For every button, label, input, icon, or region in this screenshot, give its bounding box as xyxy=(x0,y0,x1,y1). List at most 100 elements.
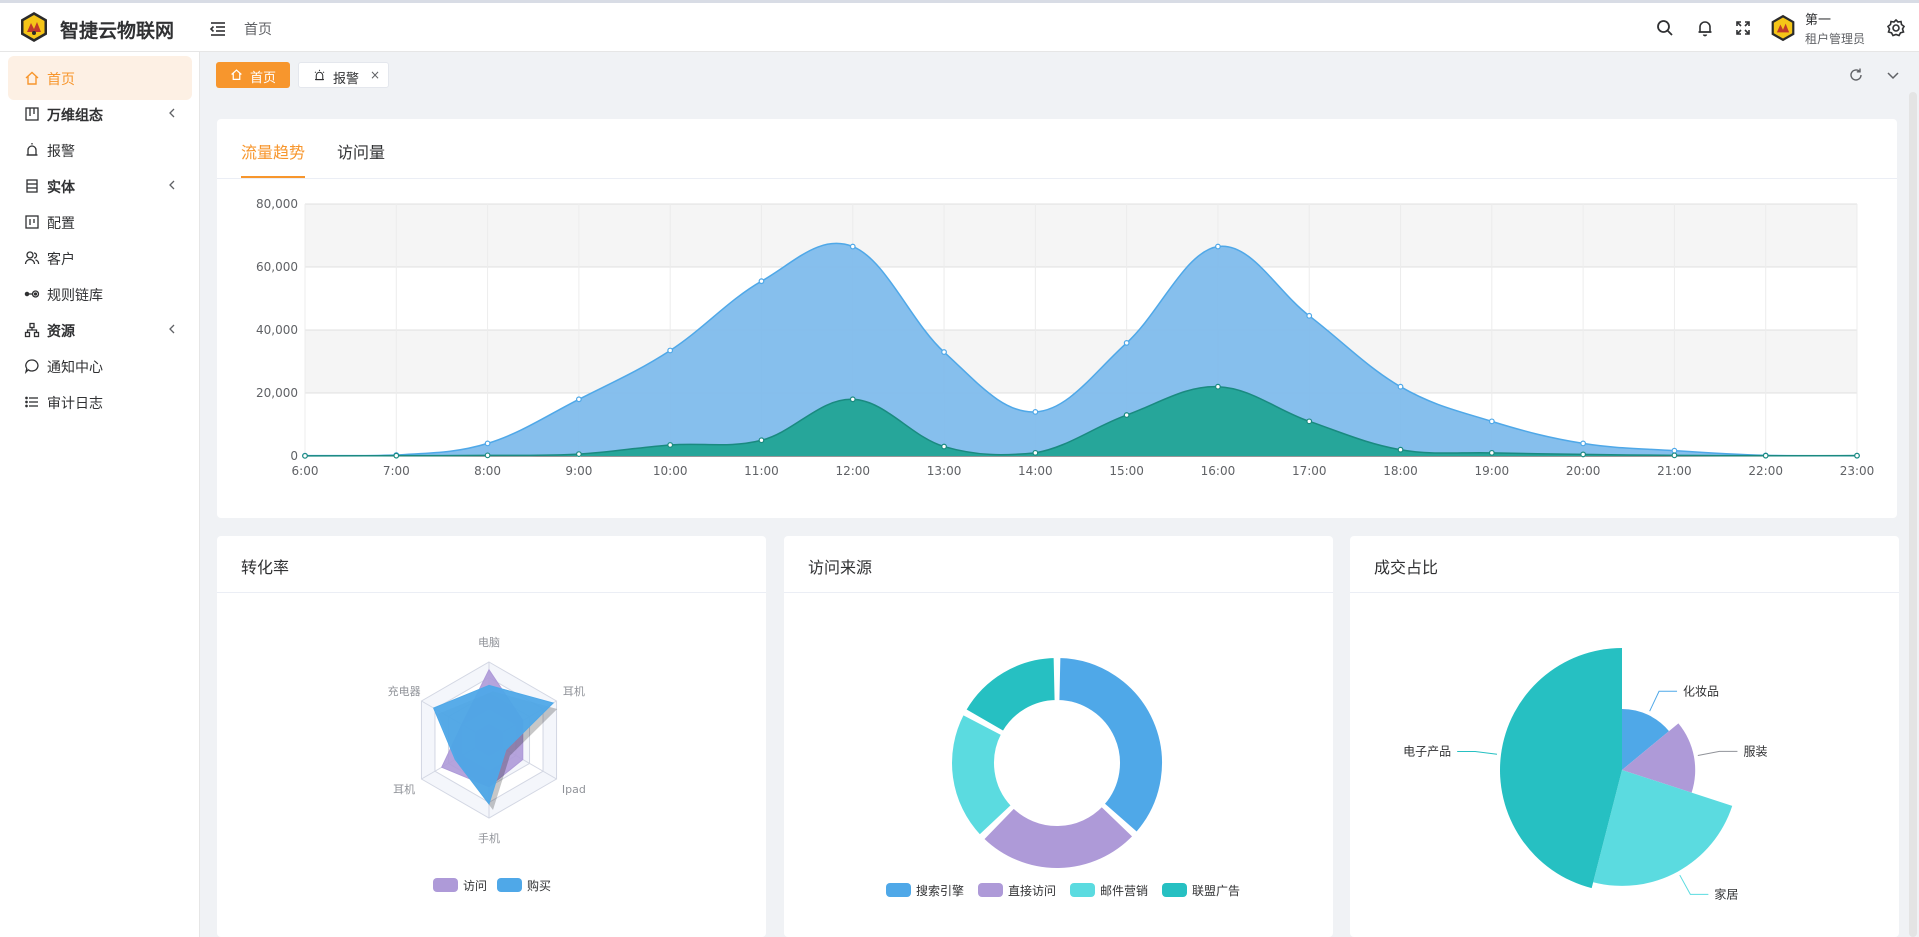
data-point[interactable] xyxy=(1306,312,1313,319)
radar-indicator-label: 电脑 xyxy=(478,636,500,649)
data-point[interactable] xyxy=(758,437,765,444)
user-name[interactable]: 第一 xyxy=(1805,13,1832,28)
sidebar-item-label: 通知中心 xyxy=(47,360,103,376)
legend-label[interactable]: 搜索引擎 xyxy=(916,883,964,898)
data-point[interactable] xyxy=(575,451,582,458)
tab-visits[interactable]: 访问量 xyxy=(337,143,386,162)
sidebar-item-8[interactable]: 资源 xyxy=(8,308,192,352)
legend-swatch[interactable] xyxy=(433,878,458,892)
data-point[interactable] xyxy=(1032,449,1039,456)
rose-slice[interactable] xyxy=(1593,770,1733,886)
data-point[interactable] xyxy=(1671,447,1678,454)
sidebar-item-2[interactable]: 万维组态 xyxy=(8,92,192,136)
legend-label[interactable]: 访问 xyxy=(463,879,487,893)
data-point[interactable] xyxy=(1215,383,1221,390)
legend-swatch[interactable] xyxy=(978,883,1003,897)
radar-series-2[interactable] xyxy=(432,684,555,806)
sidebar-item-label: 首页 xyxy=(47,72,75,88)
donut-slice[interactable] xyxy=(950,713,1013,837)
data-point[interactable] xyxy=(302,452,308,459)
rose-slice[interactable] xyxy=(1500,648,1622,889)
data-point[interactable] xyxy=(1854,452,1860,459)
data-point[interactable] xyxy=(1671,452,1678,459)
legend-swatch[interactable] xyxy=(1162,883,1187,897)
data-point[interactable] xyxy=(1488,418,1495,425)
sidebar-item-7[interactable]: 规则链库 xyxy=(8,272,192,316)
donut-slice[interactable] xyxy=(1057,656,1164,834)
donut-slice[interactable] xyxy=(964,656,1057,733)
sidebar-item-3[interactable]: 报警 xyxy=(8,128,192,172)
data-point[interactable] xyxy=(1032,408,1039,415)
data-point[interactable] xyxy=(1397,383,1404,390)
sidebar-item-4[interactable]: 实体 xyxy=(8,164,192,208)
data-point[interactable] xyxy=(484,440,491,447)
legend-label[interactable]: 邮件营销 xyxy=(1100,884,1148,898)
data-point[interactable] xyxy=(1123,412,1130,418)
tab-active-indicator xyxy=(241,176,305,178)
alarm-icon xyxy=(314,69,325,81)
bell-icon[interactable] xyxy=(1695,18,1715,38)
top-bar: 智捷云物联网 首页 第一 租户管理员 xyxy=(0,0,1919,52)
donut-slice[interactable] xyxy=(982,804,1135,870)
data-point[interactable] xyxy=(941,349,947,355)
legend-label[interactable]: 购买 xyxy=(527,878,551,893)
radar-indicator-label: 手机 xyxy=(478,831,500,845)
legend-label[interactable]: 直接访问 xyxy=(1008,883,1056,898)
legend-swatch[interactable] xyxy=(886,883,911,897)
data-point[interactable] xyxy=(1123,340,1130,346)
data-point[interactable] xyxy=(849,243,856,250)
sidebar-item-1[interactable]: 首页 xyxy=(8,56,192,100)
x-tick-label: 15:00 xyxy=(1109,464,1144,478)
data-point[interactable] xyxy=(1488,449,1495,456)
y-tick-label: 20,000 xyxy=(256,386,298,400)
tab-traffic-trend[interactable]: 流量趋势 xyxy=(241,143,306,162)
rose-slice[interactable] xyxy=(1622,723,1696,793)
scrollbar[interactable] xyxy=(1909,92,1917,937)
sidebar-item-9[interactable]: 通知中心 xyxy=(8,344,192,388)
data-point[interactable] xyxy=(393,452,400,459)
sidebar-item-5[interactable]: 配置 xyxy=(8,200,192,244)
avatar[interactable] xyxy=(1769,14,1797,42)
data-point[interactable] xyxy=(1762,452,1769,459)
legend-swatch[interactable] xyxy=(1070,883,1095,897)
radar-indicator-label: 耳机 xyxy=(393,782,415,796)
card-divider xyxy=(217,592,766,593)
search-icon[interactable] xyxy=(1655,18,1675,38)
series-line-2 xyxy=(304,385,1858,457)
conversion-card: 转化率 电脑 耳机 Ipad 手机 耳机 充电器 访问 购买 xyxy=(217,536,766,937)
data-point[interactable] xyxy=(1580,451,1587,458)
data-point[interactable] xyxy=(1215,243,1221,250)
menu-collapse-icon[interactable] xyxy=(208,19,228,39)
legend-swatch[interactable] xyxy=(497,878,522,892)
gear-icon[interactable] xyxy=(1886,18,1906,38)
radar-indicator-label: 耳机 xyxy=(563,684,585,698)
data-point[interactable] xyxy=(941,443,947,450)
legend-label[interactable]: 联盟广告 xyxy=(1192,884,1240,898)
data-point[interactable] xyxy=(667,347,674,354)
grid-band xyxy=(305,267,1857,330)
sidebar-item-6[interactable]: 客户 xyxy=(8,236,192,280)
data-point[interactable] xyxy=(1306,418,1313,425)
rose-slice[interactable] xyxy=(1622,709,1670,770)
rose-slice-label: 化妆品 xyxy=(1683,684,1719,698)
fullscreen-icon[interactable] xyxy=(1733,18,1753,38)
label-leader-line xyxy=(1697,750,1738,757)
tag-home[interactable]: 首页 xyxy=(216,62,290,88)
traffic-trend-card: 流量趋势 访问量 0 20,000 40,000 60,000 80,000 6:00 7:… xyxy=(217,119,1897,518)
data-point[interactable] xyxy=(849,396,856,403)
x-tick-label: 17:00 xyxy=(1292,464,1327,478)
data-point[interactable] xyxy=(667,442,674,448)
data-point[interactable] xyxy=(575,396,582,403)
y-tick-label: 0 xyxy=(290,449,298,463)
customer-icon xyxy=(24,251,40,265)
chevron-down-icon[interactable] xyxy=(1885,67,1901,83)
refresh-icon[interactable] xyxy=(1848,67,1864,83)
data-point[interactable] xyxy=(1397,446,1404,453)
data-point[interactable] xyxy=(484,452,491,459)
sidebar-item-10[interactable]: 审计日志 xyxy=(8,380,192,424)
close-icon[interactable]: × xyxy=(369,68,380,82)
data-point[interactable] xyxy=(1580,440,1587,447)
breadcrumb[interactable]: 首页 xyxy=(244,22,272,38)
tag-alarm[interactable]: 报警 × xyxy=(298,62,389,88)
data-point[interactable] xyxy=(758,278,765,285)
